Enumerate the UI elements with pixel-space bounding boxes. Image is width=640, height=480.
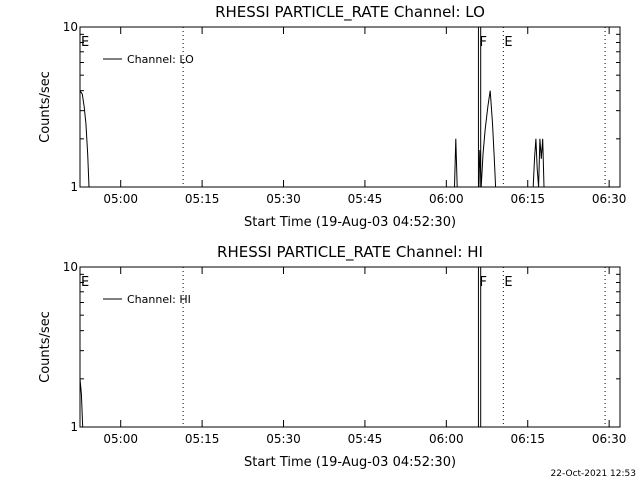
x-tick-label: 05:45 — [348, 192, 383, 206]
event-marker-label: E — [504, 35, 512, 50]
y-tick-label: 10 — [63, 260, 78, 274]
x-tick-label: 05:00 — [103, 432, 138, 446]
chart-hi: RHESSI PARTICLE_RATE Channel: HI Start T… — [38, 243, 626, 470]
x-tick-label: 05:45 — [348, 432, 383, 446]
y-tick-label: 1 — [70, 420, 78, 434]
y-axis-label: Counts/sec — [38, 71, 53, 143]
x-tick-label: 06:15 — [510, 432, 545, 446]
x-tick-label: 05:15 — [185, 192, 220, 206]
y-axis-label: Counts/sec — [38, 311, 53, 383]
y-tick-label: 1 — [70, 180, 78, 194]
series-line — [79, 90, 545, 188]
x-tick-label: 06:30 — [592, 192, 627, 206]
x-axis-label: Start Time (19-Aug-03 04:52:30) — [244, 455, 456, 470]
event-marker-label: F — [479, 35, 486, 50]
chart-lo: RHESSI PARTICLE_RATE Channel: LO Start T… — [38, 3, 626, 230]
event-marker-label: E — [504, 275, 512, 290]
x-tick-label: 05:30 — [266, 432, 301, 446]
x-tick-label: 06:15 — [510, 192, 545, 206]
event-marker-label: E — [81, 275, 89, 290]
chart-title: RHESSI PARTICLE_RATE Channel: HI — [217, 243, 483, 262]
event-marker-label: F — [479, 275, 486, 290]
y-tick-label: 10 — [63, 20, 78, 34]
x-tick-label: 05:30 — [266, 192, 301, 206]
timestamp-footer: 22-Oct-2021 12:53 — [551, 469, 636, 479]
x-axis-label: Start Time (19-Aug-03 04:52:30) — [244, 215, 456, 230]
x-tick-label: 05:00 — [103, 192, 138, 206]
legend-label: Channel: HI — [127, 293, 191, 306]
x-tick-label: 06:00 — [429, 432, 464, 446]
plot-frame — [79, 266, 621, 428]
event-marker-label: E — [81, 35, 89, 50]
x-tick-label: 06:30 — [592, 432, 627, 446]
x-tick-label: 05:15 — [185, 432, 220, 446]
chart-title: RHESSI PARTICLE_RATE Channel: LO — [215, 3, 485, 22]
legend-label: Channel: LO — [127, 53, 194, 66]
x-tick-label: 06:00 — [429, 192, 464, 206]
